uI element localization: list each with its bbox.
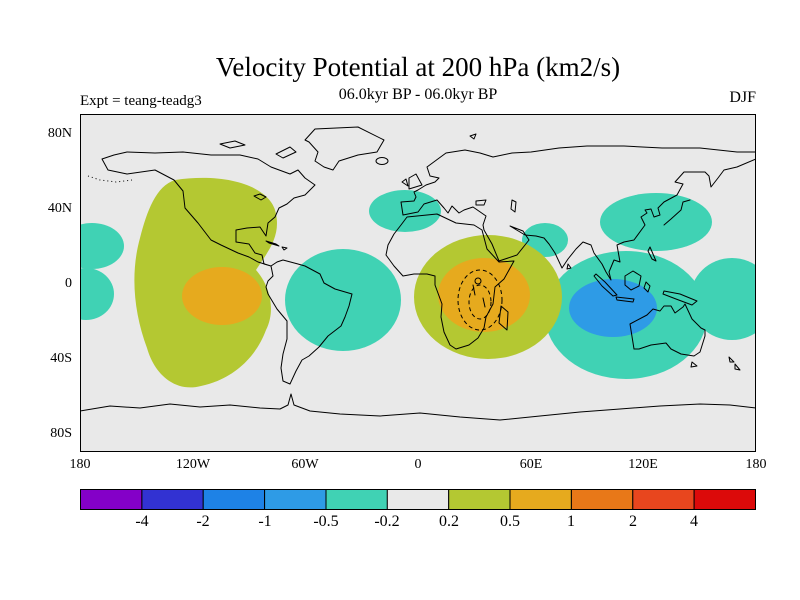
coastline-britain bbox=[408, 173, 423, 190]
colorbar-segment-6 bbox=[448, 489, 511, 510]
anomaly-positive-africa-core bbox=[438, 258, 530, 332]
coastline-new-guinea bbox=[662, 290, 698, 306]
anomaly-negative-atlantic bbox=[285, 249, 401, 351]
map-plot bbox=[80, 114, 756, 452]
dashed-contour-africa-inner bbox=[468, 284, 492, 320]
x-tick-60w: 60W bbox=[291, 457, 319, 472]
coastline-java bbox=[615, 296, 635, 303]
colorbar-segment-0 bbox=[80, 489, 143, 510]
map-frame bbox=[80, 114, 756, 452]
coastline-sulawesi bbox=[643, 281, 651, 293]
colorbar-label-8: 2 bbox=[629, 513, 637, 530]
lake-black-sea bbox=[475, 199, 487, 206]
experiment-label: Expt = teang-teadg3 bbox=[80, 93, 202, 109]
coastline-japan bbox=[663, 199, 691, 226]
colorbar-segment-1 bbox=[141, 489, 204, 510]
coastline-borneo bbox=[624, 270, 642, 291]
colorbar-segment-8 bbox=[570, 489, 634, 510]
anomaly-negative-indian-ocean-core bbox=[569, 279, 657, 337]
coastline-madagascar bbox=[498, 305, 509, 331]
coastline-new-zealand bbox=[728, 356, 741, 371]
coastline-aleutians bbox=[87, 175, 133, 183]
coastline-cuba-hispaniola bbox=[265, 240, 288, 251]
colorbar-label-5: 0.2 bbox=[439, 513, 459, 530]
colorbar-segment-7 bbox=[509, 489, 572, 510]
y-tick-0: 0 bbox=[65, 276, 72, 291]
coastline-tasmania bbox=[690, 361, 698, 368]
anomaly-negative-dateline-south bbox=[80, 268, 114, 320]
coastline-north-america bbox=[101, 151, 316, 267]
lake-tanganyika bbox=[472, 284, 476, 296]
coastline-antarctica bbox=[80, 393, 756, 421]
x-tick-0: 0 bbox=[414, 457, 422, 472]
coastline-eurasia bbox=[400, 145, 756, 281]
coastline-australia bbox=[629, 303, 706, 357]
lake-malawi bbox=[482, 297, 486, 308]
coastline-iceland bbox=[375, 157, 389, 165]
coastline-africa bbox=[385, 213, 515, 350]
coastline-sri-lanka bbox=[566, 263, 572, 270]
y-tick-40n: 40N bbox=[47, 201, 72, 216]
colorbar-label-3: -0.5 bbox=[313, 513, 339, 530]
colorbar-label-9: 4 bbox=[690, 513, 698, 530]
colorbar-segment-4 bbox=[325, 489, 388, 510]
colorbar-segment-10 bbox=[693, 489, 756, 510]
anomaly-negative-west-pacific bbox=[690, 258, 756, 340]
colorbar-label-2: -1 bbox=[258, 513, 272, 530]
x-tick-120w: 120W bbox=[175, 457, 211, 472]
dashed-contour-africa-outer bbox=[457, 269, 503, 331]
coastline-greenland bbox=[304, 126, 385, 171]
colorbar-segment-9 bbox=[632, 489, 695, 510]
x-tick-120e: 120E bbox=[628, 457, 658, 472]
colorbar-segment-2 bbox=[202, 489, 266, 510]
coastline-philippines bbox=[647, 246, 657, 262]
colorbar bbox=[80, 489, 756, 510]
colorbar-label-7: 1 bbox=[567, 513, 575, 530]
lake-victoria bbox=[474, 277, 482, 285]
season-label: DJF bbox=[729, 89, 756, 106]
coastline-south-america bbox=[265, 259, 353, 385]
colorbar-label-4: -0.2 bbox=[374, 513, 400, 530]
lake-caspian bbox=[510, 199, 517, 213]
x-tick-180w: 180 bbox=[69, 457, 91, 472]
x-tick-60e: 60E bbox=[519, 457, 543, 472]
x-tick-180e: 180 bbox=[745, 457, 767, 472]
y-tick-40s: 40S bbox=[50, 351, 72, 366]
anomaly-negative-east-asia bbox=[600, 193, 712, 251]
colorbar-label-6: 0.5 bbox=[500, 513, 520, 530]
coastline-sumatra bbox=[593, 273, 618, 297]
colorbar-segment-3 bbox=[264, 489, 327, 510]
lake-great-lakes bbox=[253, 193, 267, 201]
coastline-ireland bbox=[401, 178, 409, 187]
plot-title: Velocity Potential at 200 hPa (km2/s) bbox=[215, 52, 621, 82]
anomaly-negative-north-atlantic bbox=[369, 190, 441, 232]
y-tick-80n: 80N bbox=[47, 126, 72, 141]
colorbar-segment-5 bbox=[386, 489, 450, 510]
colorbar-label-0: -4 bbox=[135, 513, 149, 530]
coastline-arctic-islands bbox=[219, 133, 477, 159]
y-tick-80s: 80S bbox=[50, 426, 72, 441]
plot-subtitle: 06.0kyr BP - 06.0kyr BP bbox=[338, 86, 498, 103]
anomaly-negative-dateline-north bbox=[80, 223, 124, 269]
colorbar-label-1: -2 bbox=[196, 513, 210, 530]
anomaly-positive-pacific-core bbox=[182, 267, 262, 325]
